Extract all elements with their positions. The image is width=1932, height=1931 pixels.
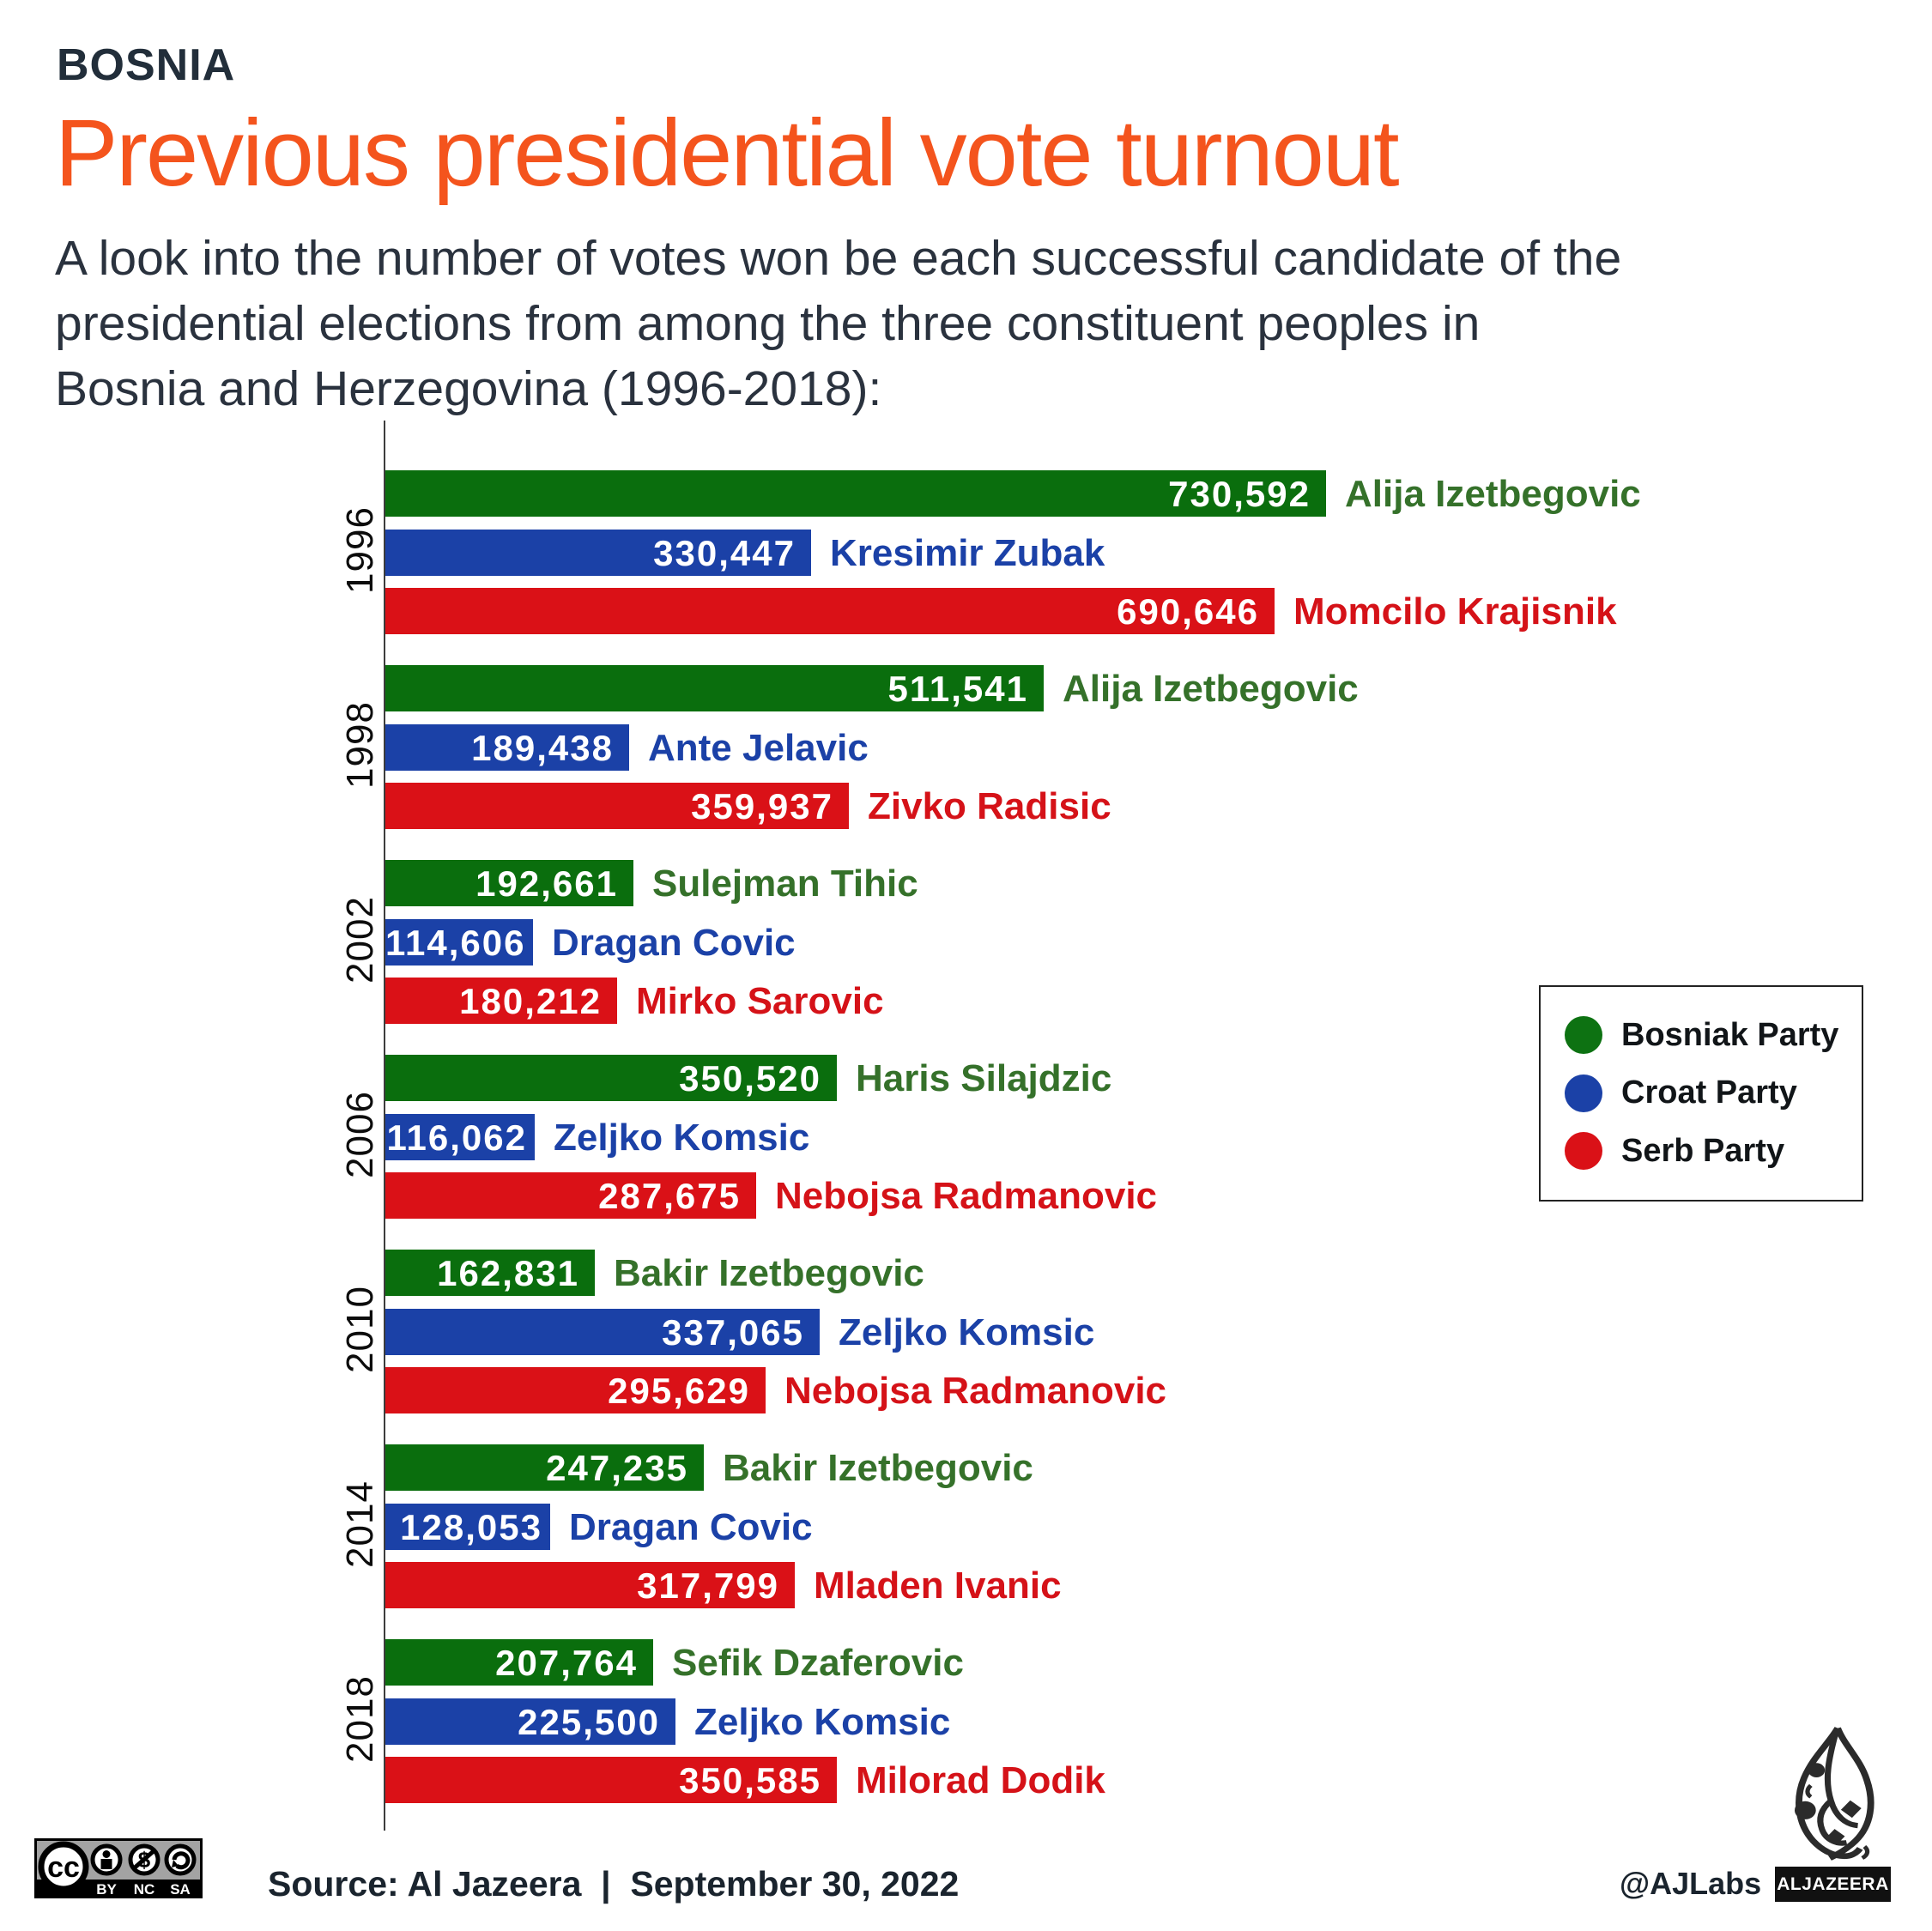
svg-text:BY: BY (96, 1881, 117, 1898)
svg-text:SA: SA (170, 1881, 191, 1898)
svg-text:cc: cc (47, 1851, 80, 1884)
svg-text:NC: NC (134, 1881, 155, 1898)
